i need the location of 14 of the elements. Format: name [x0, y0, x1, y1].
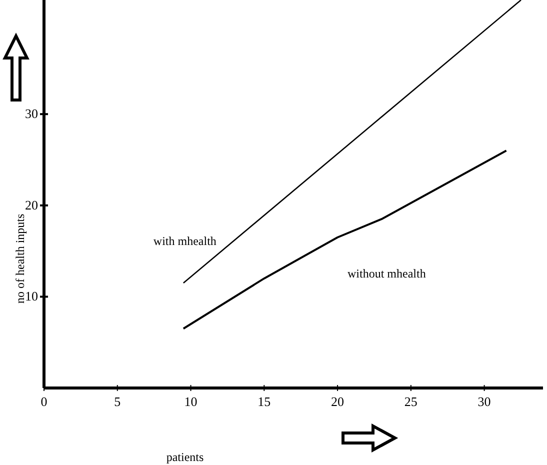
x-tick-label: 20	[331, 394, 344, 409]
x-tick-label: 10	[184, 394, 198, 409]
y-axis-title: no of health inputs	[13, 214, 27, 304]
x-tick-label: 0	[40, 394, 48, 409]
x-tick-label: 5	[114, 394, 121, 409]
series-label: with mhealth	[153, 234, 216, 248]
y-tick-label: 20	[25, 197, 38, 212]
x-axis-title: patients	[166, 450, 204, 464]
text: without mhealth	[348, 266, 426, 280]
y-tick-label: 10	[25, 288, 38, 304]
y-tick-label: 30	[25, 106, 38, 122]
x-tick-label: 15	[258, 394, 271, 409]
x-tick-label: 30	[478, 394, 491, 409]
x-tick-label: 25	[404, 394, 418, 409]
